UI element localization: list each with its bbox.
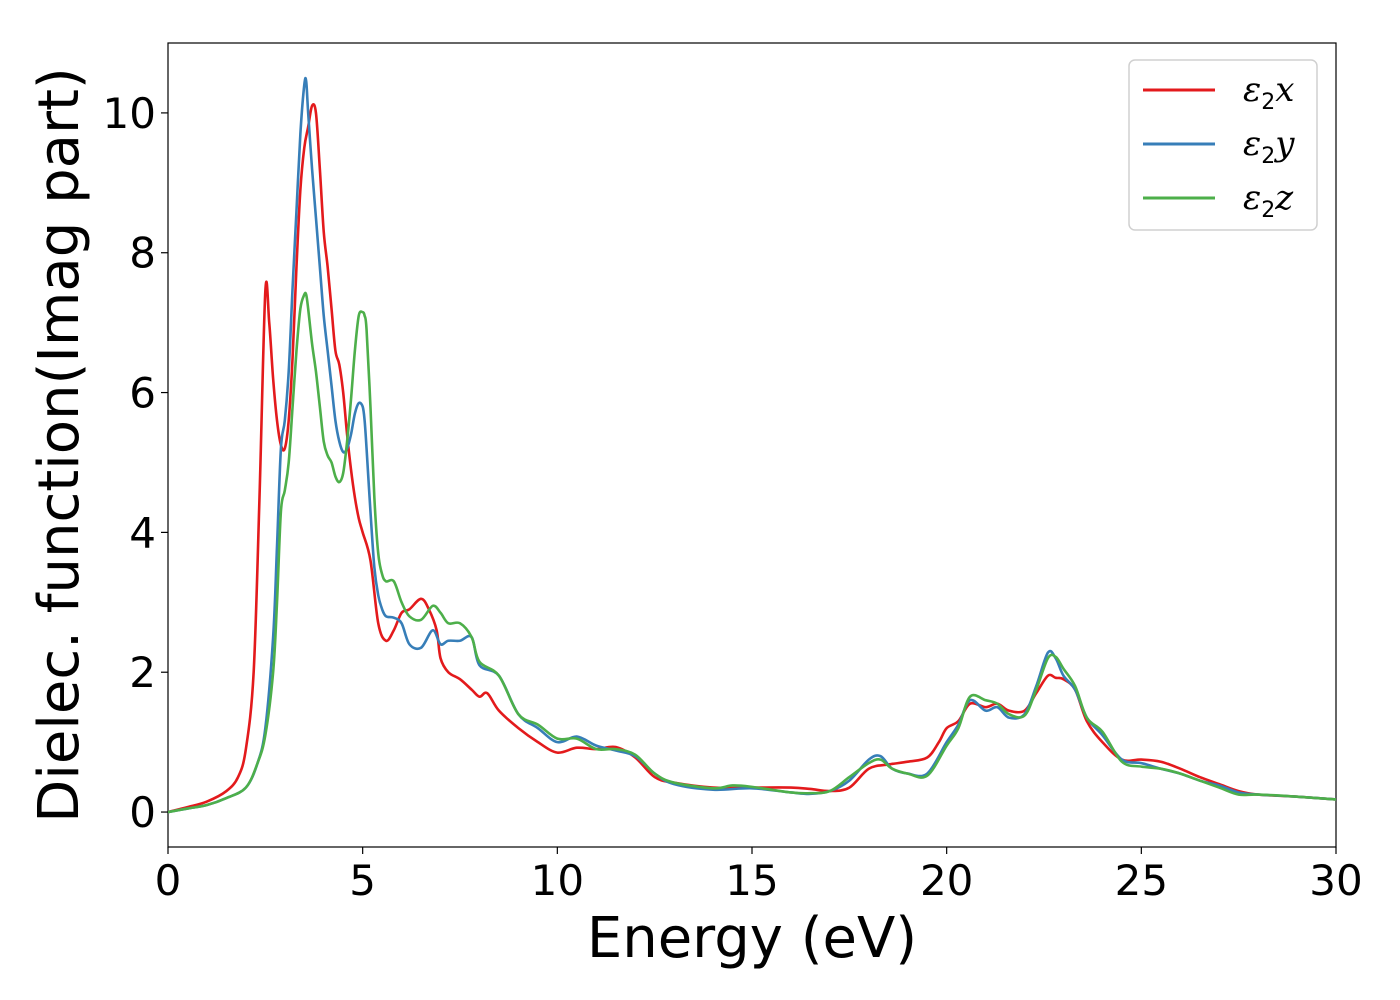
y-tick-label: 2 xyxy=(129,648,156,697)
legend-variable: y xyxy=(1273,124,1295,164)
x-tick-label: 5 xyxy=(349,856,376,905)
legend-variable: z xyxy=(1274,178,1294,218)
x-tick-label: 15 xyxy=(725,856,778,905)
legend-symbol: ε xyxy=(1243,70,1261,110)
legend-box xyxy=(1128,59,1318,231)
series-line-x xyxy=(168,103,1336,814)
legend-variable: x xyxy=(1275,70,1294,110)
legend-label-y: ε2y xyxy=(1243,124,1295,169)
y-tick-label: 4 xyxy=(129,508,156,557)
legend-subscript: 2 xyxy=(1261,144,1275,169)
x-axis: 0 5 10 15 20 25 30 xyxy=(155,847,1363,905)
series-layer xyxy=(168,76,1336,814)
legend-symbol: ε xyxy=(1243,124,1261,164)
x-tick-label: 30 xyxy=(1309,856,1362,905)
x-axis-label: Energy (eV) xyxy=(587,906,917,971)
legend-label-z: ε2z xyxy=(1243,178,1294,223)
legend-label-x: ε2x xyxy=(1243,70,1294,115)
y-axis-label: Dielec. function(Imag part) xyxy=(27,67,92,823)
y-tick-label: 10 xyxy=(103,89,156,138)
y-tick-label: 8 xyxy=(129,229,156,278)
legend-subscript: 2 xyxy=(1261,90,1275,115)
x-tick-label: 0 xyxy=(155,856,182,905)
x-tick-label: 20 xyxy=(920,856,973,905)
y-axis: 0 2 4 6 8 10 xyxy=(103,89,168,837)
y-tick-label: 6 xyxy=(129,369,156,418)
series-line-y xyxy=(168,76,1336,814)
legend-subscript: 2 xyxy=(1261,198,1275,223)
x-tick-label: 25 xyxy=(1115,856,1168,905)
y-tick-label: 0 xyxy=(129,788,156,837)
x-tick-label: 10 xyxy=(531,856,584,905)
legend-symbol: ε xyxy=(1243,178,1261,218)
series-line-z xyxy=(168,291,1336,814)
